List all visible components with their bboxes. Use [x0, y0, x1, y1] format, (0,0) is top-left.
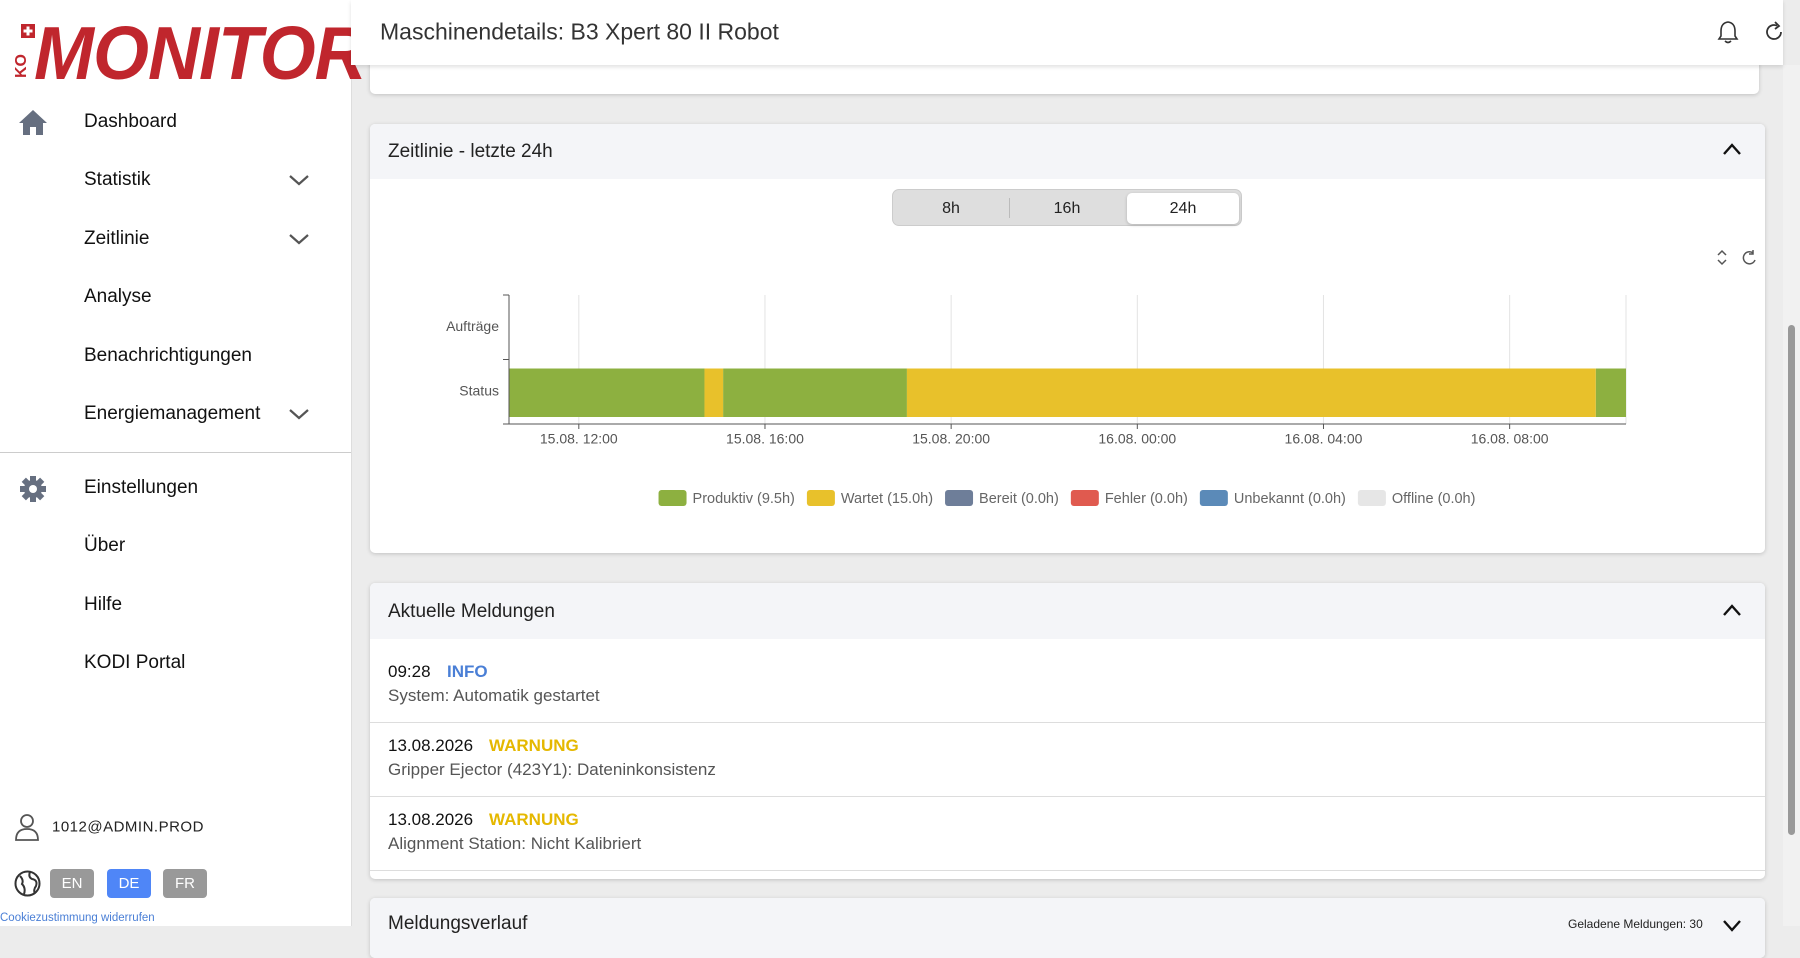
logo: MONITOR [34, 12, 367, 97]
range-button[interactable]: 8h [942, 199, 960, 217]
messages-card: Aktuelle Meldungen 09:28 INFO System: Auto… [370, 583, 1765, 879]
nav-item[interactable]: Über [84, 535, 126, 556]
logo-badge: KO [13, 54, 30, 78]
message-time: 13.08.2026 [388, 736, 474, 755]
loaded-count: Geladene Meldungen: 30 [1568, 917, 1703, 931]
nav-item[interactable]: KODI Portal [84, 652, 186, 673]
sidebar: KO MONITOR Dashboard Statistik Zeitlinie An… [0, 0, 367, 926]
user-icon [15, 814, 39, 841]
settings-icon [19, 475, 47, 503]
nav-item[interactable]: Zeitlinie [84, 228, 150, 249]
divider [370, 722, 1765, 723]
card-title: Meldungsverlauf [388, 913, 528, 934]
range-selector: 8h 16h 24h [892, 189, 1242, 226]
expand-button[interactable] [1717, 249, 1727, 266]
nav-item[interactable]: Hilfe [84, 594, 123, 615]
range-button[interactable]: 16h [1053, 199, 1081, 217]
nav-item[interactable]: Analyse [84, 286, 152, 307]
logo-badge-icon [21, 24, 35, 38]
nav-item[interactable]: Statistik [84, 169, 151, 190]
refresh-button[interactable] [1763, 21, 1785, 43]
language-button[interactable]: EN [50, 869, 94, 898]
chart-tools [1717, 249, 1756, 266]
message-level: WARNUNG [489, 736, 579, 755]
user-name: 1012@ADMIN.PROD [52, 818, 204, 836]
expand-chevron[interactable] [288, 407, 310, 421]
nav-item[interactable]: Energiemanagement [84, 403, 261, 424]
divider [0, 452, 351, 453]
card-header: Zeitlinie - letzte 24h [370, 124, 1765, 179]
divider [370, 870, 1765, 871]
notifications-button[interactable] [1717, 20, 1739, 44]
nav-item[interactable]: Dashboard [84, 111, 177, 132]
language-button[interactable]: FR [163, 869, 207, 898]
nav-item[interactable]: Einstellungen [84, 477, 199, 498]
message-text: Gripper Ejector (423Y1): Dateninkonsiste… [388, 760, 716, 779]
globe-icon [14, 870, 41, 897]
scrollbar-thumb[interactable] [1788, 325, 1795, 835]
timeline-card: Zeitlinie - letzte 24h 8h 16h 24h [370, 124, 1765, 553]
card-title: Aktuelle Meldungen [388, 601, 555, 622]
card-header: Aktuelle Meldungen [370, 583, 1765, 639]
nav-item[interactable]: Benachrichtigungen [84, 345, 252, 366]
range-button[interactable]: 24h [1127, 193, 1239, 224]
card-title: Zeitlinie - letzte 24h [388, 141, 553, 162]
expand-button[interactable] [1722, 918, 1742, 932]
cookie-link[interactable]: Cookiezustimmung widerrufen [0, 912, 155, 924]
card-header: Meldungsverlauf Geladene Meldungen: 30 [370, 898, 1765, 958]
reset-button[interactable] [1742, 250, 1756, 265]
top-bar: Maschinendetails: B3 Xpert 80 II Robot [351, 0, 1783, 65]
message-level: WARNUNG [489, 810, 579, 829]
message-time: 13.08.2026 [388, 810, 474, 829]
message-level: INFO [447, 662, 488, 681]
scrollbar[interactable] [1783, 65, 1800, 926]
separator [1009, 198, 1010, 218]
home-icon [19, 110, 47, 135]
history-card: Meldungsverlauf Geladene Meldungen: 30 [370, 898, 1765, 958]
expand-chevron[interactable] [288, 173, 310, 187]
expand-chevron[interactable] [288, 232, 310, 246]
collapse-button[interactable] [1722, 142, 1742, 156]
message-time: 09:28 [388, 662, 431, 681]
page-title: Maschinendetails: B3 Xpert 80 II Robot [380, 18, 779, 45]
language-button[interactable]: DE [107, 869, 151, 898]
collapse-button[interactable] [1722, 603, 1742, 617]
divider [370, 796, 1765, 797]
message-text: Alignment Station: Nicht Kalibriert [388, 834, 642, 853]
message-text: System: Automatik gestartet [388, 686, 600, 705]
